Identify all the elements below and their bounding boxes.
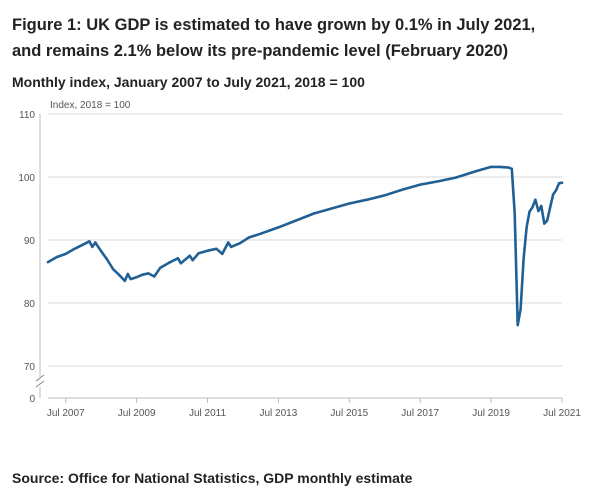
series-line-gdp-index <box>46 165 564 327</box>
data-point <box>147 272 150 275</box>
x-tick-label: Jul 2007 <box>47 408 85 419</box>
data-point <box>519 308 522 311</box>
data-point <box>516 323 519 327</box>
data-point <box>91 245 94 249</box>
data-point <box>197 252 200 255</box>
data-point <box>537 209 540 213</box>
data-point <box>454 176 457 179</box>
x-tick-label: Jul 2019 <box>472 408 510 419</box>
data-point <box>206 249 209 252</box>
data-point <box>94 241 97 244</box>
data-point <box>498 165 502 169</box>
data-point <box>176 257 180 260</box>
data-point <box>330 207 333 210</box>
data-point <box>135 276 138 279</box>
data-point <box>513 212 516 215</box>
data-point <box>549 206 552 209</box>
data-point <box>531 206 534 209</box>
data-point <box>348 202 351 205</box>
data-point <box>111 267 115 271</box>
y-tick-label: 70 <box>24 362 36 373</box>
data-point <box>510 167 513 170</box>
x-tick-label: Jul 2011 <box>189 408 227 419</box>
axis-break-mark <box>35 380 45 388</box>
data-point <box>46 260 50 264</box>
data-point <box>215 247 218 250</box>
y-tick-label: 80 <box>24 299 36 310</box>
data-point <box>55 255 59 259</box>
data-point <box>481 168 484 171</box>
data-point <box>540 204 543 208</box>
chart-title: Figure 1: UK GDP is estimated to have gr… <box>12 12 592 64</box>
data-point <box>507 166 510 169</box>
data-point <box>141 273 144 276</box>
axis-break-mark <box>35 374 45 382</box>
data-point <box>229 245 233 249</box>
x-tick-label: Jul 2021 <box>543 408 581 419</box>
data-point <box>221 252 224 256</box>
data-point <box>546 219 549 222</box>
data-point <box>179 262 183 265</box>
data-point <box>100 250 103 253</box>
data-point <box>105 258 109 261</box>
data-point <box>123 279 127 283</box>
y-tick-label: 100 <box>18 173 35 184</box>
data-point <box>551 193 555 196</box>
data-point <box>129 277 132 281</box>
y-tick-label: 110 <box>19 110 35 121</box>
data-point <box>560 181 564 184</box>
data-point <box>82 243 85 246</box>
data-point <box>167 261 171 264</box>
data-point <box>383 194 386 197</box>
data-point <box>365 198 369 201</box>
data-point <box>188 254 191 257</box>
data-point <box>227 241 230 244</box>
data-point <box>294 219 298 222</box>
data-point <box>401 188 404 191</box>
data-point <box>238 242 242 245</box>
data-point <box>528 210 531 213</box>
data-point <box>419 183 422 186</box>
chart-title-line-1: Figure 1: UK GDP is estimated to have gr… <box>12 16 536 34</box>
x-tick-label: Jul 2013 <box>260 408 298 419</box>
data-point <box>554 189 558 192</box>
data-point <box>191 259 194 262</box>
data-point <box>312 212 316 215</box>
data-point <box>472 170 475 174</box>
data-point <box>489 165 493 169</box>
source-note: Source: Office for National Statistics, … <box>12 470 413 486</box>
data-point <box>64 252 67 256</box>
data-point <box>557 182 561 185</box>
data-point <box>126 272 129 276</box>
data-point <box>522 257 525 261</box>
axis-break-gap <box>36 377 45 387</box>
gdp-line-chart: 110 100 90 80 70 0 Index, 2018 = 100 Jul 2007 Ju… <box>18 100 581 419</box>
data-point <box>88 240 91 243</box>
y-tick-label: 90 <box>24 236 36 247</box>
data-point <box>543 222 546 225</box>
data-point <box>153 275 156 278</box>
y-axis-label: Index, 2018 = 100 <box>50 100 131 111</box>
data-point <box>534 198 537 201</box>
x-tick-label: Jul 2017 <box>401 408 439 419</box>
data-point <box>277 226 280 229</box>
data-point <box>73 247 76 250</box>
data-point <box>159 266 162 269</box>
x-tick-label: Jul 2015 <box>330 408 368 419</box>
chart-subtitle: Monthly index, January 2007 to July 2021… <box>12 74 365 90</box>
data-point <box>117 273 121 276</box>
x-tick-label: Jul 2009 <box>118 408 156 419</box>
y-tick-label: 0 <box>29 394 35 405</box>
data-point <box>259 232 262 235</box>
data-point <box>525 226 528 229</box>
data-point <box>247 236 251 239</box>
chart-title-line-2: and remains 2.1% below its pre-pandemic … <box>12 42 509 60</box>
data-point <box>436 180 440 183</box>
